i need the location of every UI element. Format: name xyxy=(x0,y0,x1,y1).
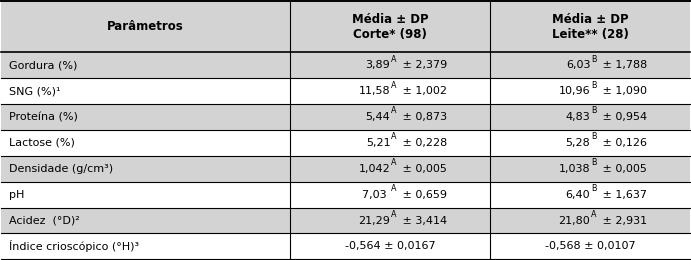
Text: Parâmetros: Parâmetros xyxy=(107,20,184,33)
Text: ± 2,379: ± 2,379 xyxy=(399,60,448,70)
Text: ± 0,005: ± 0,005 xyxy=(399,164,447,174)
Text: 21,80: 21,80 xyxy=(558,216,590,225)
Text: B: B xyxy=(591,55,596,64)
Bar xyxy=(290,53,491,78)
Text: B: B xyxy=(591,184,596,193)
Bar xyxy=(491,1,690,53)
Bar xyxy=(491,233,690,259)
Text: Acidez  (°D)²: Acidez (°D)² xyxy=(9,216,79,225)
Text: 6,03: 6,03 xyxy=(566,60,590,70)
Text: A: A xyxy=(391,210,397,219)
Text: ± 0,005: ± 0,005 xyxy=(599,164,647,174)
Text: A: A xyxy=(391,55,397,64)
Text: Média ± DP
Leite** (28): Média ± DP Leite** (28) xyxy=(552,12,629,41)
Bar xyxy=(290,233,491,259)
Text: 7,03: 7,03 xyxy=(362,190,390,200)
Text: ± 2,931: ± 2,931 xyxy=(599,216,647,225)
Text: ± 0,873: ± 0,873 xyxy=(399,112,447,122)
Text: Proteína (%): Proteína (%) xyxy=(9,112,78,122)
Text: A: A xyxy=(391,81,397,89)
Text: Densidade (g/cm³): Densidade (g/cm³) xyxy=(9,164,113,174)
Bar xyxy=(491,130,690,156)
Bar xyxy=(290,182,491,207)
Text: Média ± DP
Corte* (98): Média ± DP Corte* (98) xyxy=(352,12,428,41)
Text: Gordura (%): Gordura (%) xyxy=(9,60,77,70)
Text: B: B xyxy=(591,81,596,89)
Text: Lactose (%): Lactose (%) xyxy=(9,138,75,148)
Bar xyxy=(290,104,491,130)
Text: 5,28: 5,28 xyxy=(565,138,590,148)
Text: ± 0,954: ± 0,954 xyxy=(599,112,647,122)
Text: B: B xyxy=(591,158,596,167)
Text: 3,89: 3,89 xyxy=(366,60,390,70)
Bar xyxy=(1,1,290,53)
Text: ± 1,002: ± 1,002 xyxy=(399,86,447,96)
Text: 6,40: 6,40 xyxy=(566,190,590,200)
Bar xyxy=(1,233,290,259)
Text: A: A xyxy=(391,184,397,193)
Bar xyxy=(290,156,491,182)
Text: ± 3,414: ± 3,414 xyxy=(399,216,447,225)
Bar xyxy=(491,104,690,130)
Text: A: A xyxy=(391,158,397,167)
Text: ± 0,126: ± 0,126 xyxy=(599,138,647,148)
Text: 5,21: 5,21 xyxy=(366,138,390,148)
Bar xyxy=(290,130,491,156)
Text: ± 0,228: ± 0,228 xyxy=(399,138,448,148)
Bar xyxy=(491,182,690,207)
Bar xyxy=(1,130,290,156)
Text: 1,042: 1,042 xyxy=(359,164,390,174)
Text: 4,83: 4,83 xyxy=(565,112,590,122)
Bar xyxy=(1,78,290,104)
Bar xyxy=(491,207,690,233)
Text: SNG (%)¹: SNG (%)¹ xyxy=(9,86,61,96)
Text: ± 1,637: ± 1,637 xyxy=(599,190,647,200)
Text: pH: pH xyxy=(9,190,24,200)
Text: Índice crioscópico (°H)³: Índice crioscópico (°H)³ xyxy=(9,240,139,252)
Text: B: B xyxy=(591,132,596,141)
Text: A: A xyxy=(591,210,596,219)
Bar xyxy=(290,207,491,233)
Bar xyxy=(491,156,690,182)
Text: B: B xyxy=(591,106,596,115)
Text: 10,96: 10,96 xyxy=(559,86,590,96)
Bar xyxy=(1,156,290,182)
Bar xyxy=(290,1,491,53)
Bar xyxy=(491,53,690,78)
Bar xyxy=(290,78,491,104)
Text: ± 0,659: ± 0,659 xyxy=(399,190,447,200)
Text: ± 1,090: ± 1,090 xyxy=(599,86,647,96)
Bar xyxy=(1,104,290,130)
Text: -0,564 ± 0,0167: -0,564 ± 0,0167 xyxy=(345,241,435,251)
Text: 5,44: 5,44 xyxy=(366,112,390,122)
Text: 1,038: 1,038 xyxy=(559,164,590,174)
Text: A: A xyxy=(391,132,397,141)
Text: -0,568 ± 0,0107: -0,568 ± 0,0107 xyxy=(545,241,636,251)
Text: 11,58: 11,58 xyxy=(359,86,390,96)
Bar xyxy=(1,53,290,78)
Bar xyxy=(491,78,690,104)
Text: 21,29: 21,29 xyxy=(359,216,390,225)
Bar xyxy=(1,182,290,207)
Text: A: A xyxy=(391,106,397,115)
Bar xyxy=(1,207,290,233)
Text: ± 1,788: ± 1,788 xyxy=(599,60,647,70)
